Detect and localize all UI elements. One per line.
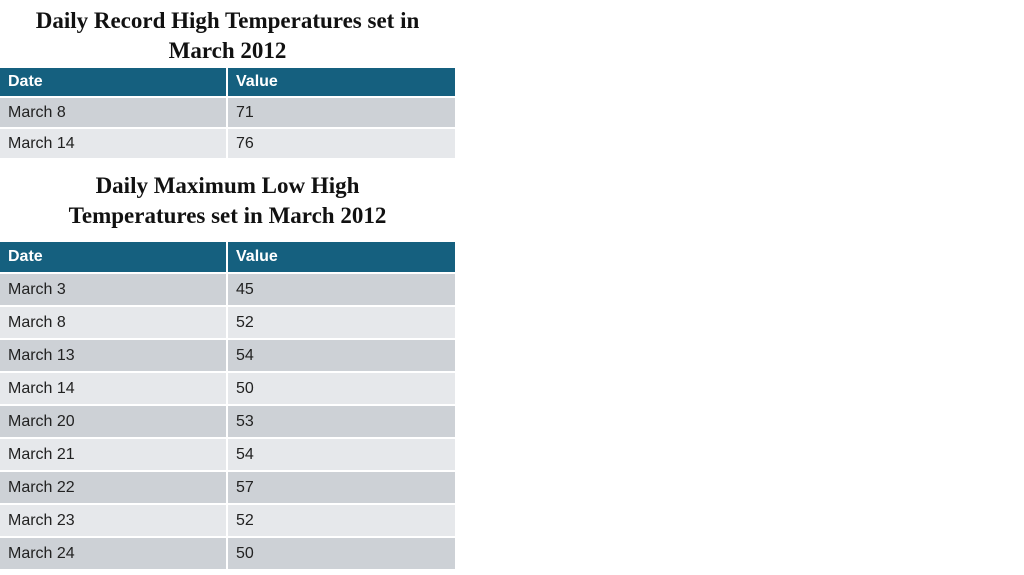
table-cell: March 24 bbox=[0, 537, 228, 571]
header-row: Date Value bbox=[0, 68, 455, 98]
table-cell: 50 bbox=[227, 537, 455, 571]
table-row: March 23 52 bbox=[0, 504, 455, 538]
table-row: March 3 45 bbox=[0, 273, 455, 307]
table-cell: 53 bbox=[227, 405, 455, 439]
header-row: Date Value bbox=[0, 242, 455, 274]
table-cell: March 8 bbox=[0, 306, 228, 340]
table-row: March 14 50 bbox=[0, 372, 455, 406]
table-cell: March 14 bbox=[0, 372, 228, 406]
table-title: Daily Record High Temperatures set in Ma… bbox=[35, 8, 420, 63]
header-cell: Value bbox=[227, 68, 455, 98]
table-cell: March 13 bbox=[0, 339, 228, 373]
table-row: March 8 71 bbox=[0, 97, 455, 129]
table-cell: 54 bbox=[227, 339, 455, 373]
table: Date Value March 3 45 March 8 52 March 13 54 Mar… bbox=[0, 242, 455, 571]
table-cell: 45 bbox=[227, 273, 455, 307]
table-cell: March 21 bbox=[0, 438, 228, 472]
table-row: March 24 50 bbox=[0, 537, 455, 571]
table-row: March 21 54 bbox=[0, 438, 455, 472]
header-cell: Value bbox=[227, 242, 455, 274]
table-cell: March 20 bbox=[0, 405, 228, 439]
table-row: March 13 54 bbox=[0, 339, 455, 373]
table-row: March 14 76 bbox=[0, 128, 455, 160]
table-cell: 57 bbox=[227, 471, 455, 505]
header-cell: Date bbox=[0, 68, 228, 98]
table-row: March 20 53 bbox=[0, 405, 455, 439]
table-row: March 8 52 bbox=[0, 306, 455, 340]
table-cell: March 3 bbox=[0, 273, 228, 307]
table-cell: March 14 bbox=[0, 128, 228, 160]
table-cell: 71 bbox=[227, 97, 455, 129]
table-cell: March 8 bbox=[0, 97, 228, 129]
table-title: Daily Maximum Low High Temperatures set … bbox=[68, 173, 387, 228]
table: Date Value March 8 71 March 14 76 bbox=[0, 68, 455, 160]
table-row: March 22 57 bbox=[0, 471, 455, 505]
table-cell: 54 bbox=[227, 438, 455, 472]
table-cell: March 23 bbox=[0, 504, 228, 538]
table-cell: March 22 bbox=[0, 471, 228, 505]
header-cell: Date bbox=[0, 242, 228, 274]
table-cell: 52 bbox=[227, 504, 455, 538]
table-cell: 50 bbox=[227, 372, 455, 406]
table-cell: 76 bbox=[227, 128, 455, 160]
table-cell: 52 bbox=[227, 306, 455, 340]
